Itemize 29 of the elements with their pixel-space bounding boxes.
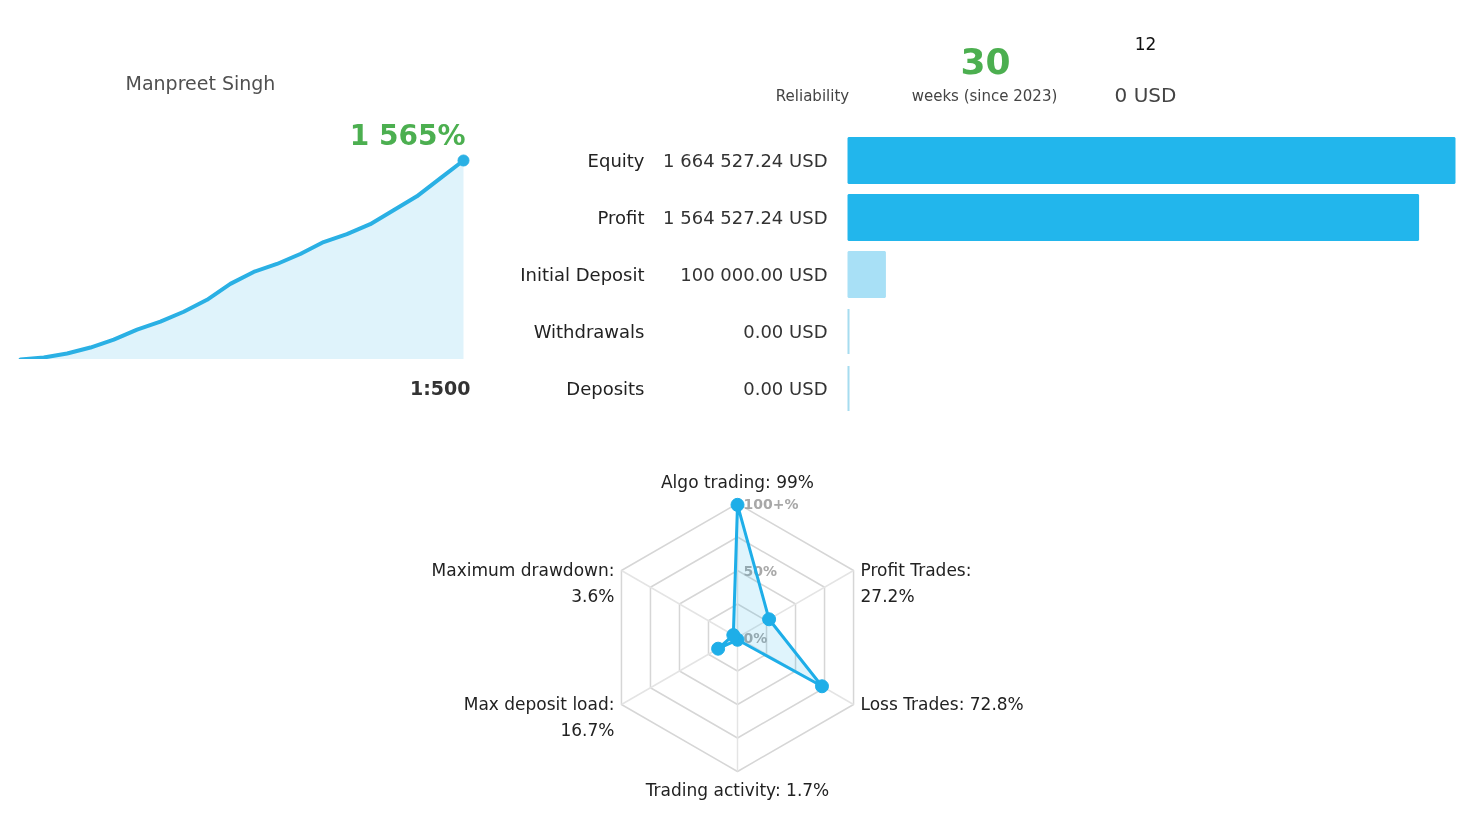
spoke-label: Maximum drawdown: 3.6% [431, 559, 615, 606]
text: Reliability [775, 86, 850, 105]
y-tick-label: 0% [743, 629, 768, 646]
bar [847, 193, 1420, 242]
text: weeks (since 2023) [911, 86, 1058, 105]
text: 1:500 [410, 376, 471, 399]
spoke-label: Trading activity: 1.7% [644, 779, 830, 800]
spoke-label: Loss Trades: 72.8% [860, 693, 1024, 714]
bar [847, 136, 1456, 185]
y-tick-label: Withdrawals [533, 321, 645, 342]
y-tick-label: Equity [587, 150, 645, 171]
spoke-label: Profit Trades: 27.2% [860, 559, 972, 606]
text: 1 565% [349, 118, 466, 152]
bar [847, 250, 886, 299]
data-label: 1 664 527.24 USD [663, 150, 828, 171]
data-label: 100 000.00 USD [680, 264, 828, 285]
text: Manpreet Singh [125, 71, 276, 94]
y-tick-label: Deposits [566, 378, 645, 399]
data-label: 0.00 USD [743, 378, 828, 399]
data-label: 0.00 USD [743, 321, 828, 342]
y-tick-label: Initial Deposit [520, 264, 645, 285]
y-tick-label: 100+% [743, 495, 799, 512]
text: 30 [960, 40, 1011, 82]
spoke-label: Max deposit load: 16.7% [463, 693, 615, 740]
text: 0 USD [1114, 82, 1177, 107]
y-tick-label: Profit [597, 207, 645, 228]
spoke-label: Algo trading: 99% [660, 471, 815, 492]
data-label: 1 564 527.24 USD [663, 207, 828, 228]
text: 12 [1134, 34, 1157, 54]
